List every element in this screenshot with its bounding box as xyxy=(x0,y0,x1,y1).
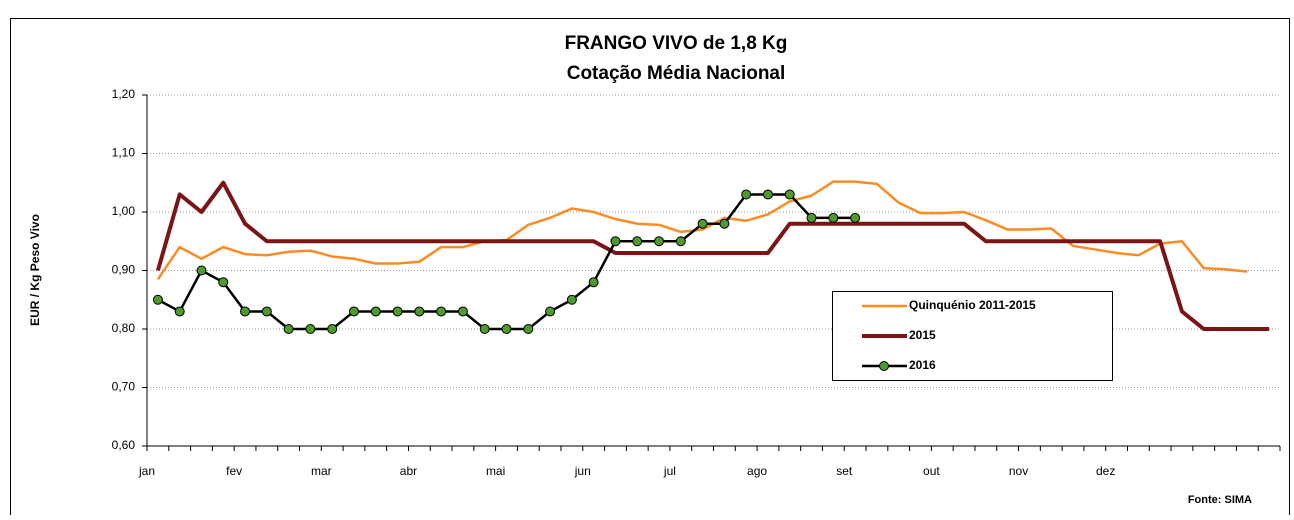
data-point xyxy=(196,265,207,276)
x-tick-label: dez xyxy=(1096,464,1115,478)
source: Fonte: SIMA xyxy=(1188,494,1252,506)
x-tick-label: ago xyxy=(747,464,767,478)
legend-label: 2016 xyxy=(909,358,936,372)
y-tick-label: 1,10 xyxy=(112,146,136,160)
x-tick-label: mai xyxy=(486,464,505,478)
data-point xyxy=(566,294,577,305)
y-tick-label: 1,00 xyxy=(112,204,136,218)
data-point xyxy=(283,324,294,334)
data-point xyxy=(828,212,839,223)
data-point xyxy=(436,306,447,317)
x-tick-label: nov xyxy=(1009,464,1028,478)
x-tick-label: fev xyxy=(226,464,242,478)
data-point xyxy=(218,277,229,288)
data-point xyxy=(501,324,512,334)
series-line xyxy=(157,193,856,331)
data-point xyxy=(457,306,468,317)
data-point xyxy=(414,306,425,317)
x-tick-label: jan xyxy=(138,464,155,478)
legend-label: 2015 xyxy=(909,328,936,342)
chart-title: FRANGO VIVO de 1,8 Kg xyxy=(565,33,788,54)
data-point xyxy=(523,324,534,334)
data-point xyxy=(741,189,752,200)
series-line xyxy=(155,180,1270,331)
x-tick-label: jul xyxy=(663,464,676,478)
data-point xyxy=(392,306,403,317)
data-point xyxy=(675,236,686,247)
data-point xyxy=(610,236,621,247)
y-tick-label: 0,70 xyxy=(112,380,136,394)
data-point xyxy=(588,277,599,288)
data-point xyxy=(370,306,381,317)
legend-label: Quinquénio 2011-2015 xyxy=(909,298,1036,312)
data-point xyxy=(654,236,665,247)
x-tick-label: abr xyxy=(400,464,417,478)
x-tick-label: out xyxy=(923,464,940,478)
y-tick-label: 0,60 xyxy=(112,438,136,452)
data-point xyxy=(697,218,708,229)
data-point xyxy=(261,306,272,317)
series-line xyxy=(156,180,1248,280)
x-tick-label: jun xyxy=(574,464,591,478)
data-point xyxy=(174,306,185,317)
data-point xyxy=(784,189,795,200)
data-point xyxy=(632,236,643,247)
data-point xyxy=(719,218,730,229)
y-tick-label: 0,80 xyxy=(112,321,136,335)
x-tick-label: mar xyxy=(311,464,332,478)
data-point xyxy=(305,324,316,334)
data-point xyxy=(545,306,556,317)
y-tick-label: 0,90 xyxy=(112,263,136,277)
chart-subtitle: Cotação Média Nacional xyxy=(567,63,786,84)
data-point xyxy=(327,324,338,334)
x-tick-label: set xyxy=(836,464,853,478)
y-axis-label: EUR / Kg Peso Vivo xyxy=(28,214,42,326)
data-point xyxy=(348,306,359,317)
y-tick-label: 1,20 xyxy=(112,87,136,101)
legend-marker xyxy=(879,361,889,371)
data-point xyxy=(806,212,817,223)
data-point xyxy=(850,212,861,223)
data-point xyxy=(240,306,251,317)
data-point xyxy=(762,189,773,200)
data-point xyxy=(479,324,490,334)
data-point xyxy=(152,294,163,305)
